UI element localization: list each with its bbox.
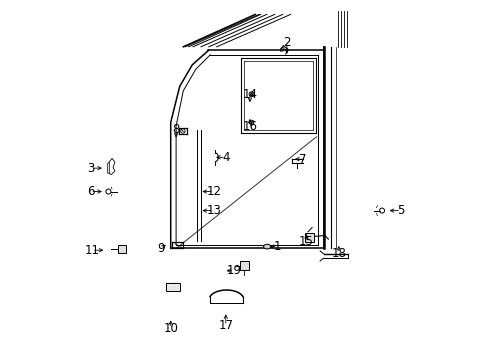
Text: 17: 17 [218,319,233,332]
Text: 15: 15 [298,235,313,248]
Text: 1: 1 [273,240,281,253]
Bar [118,245,125,253]
Bar [305,233,313,242]
Text: 10: 10 [163,322,178,335]
Text: 7: 7 [299,153,306,166]
Text: 19: 19 [226,264,242,277]
Text: 12: 12 [206,185,221,198]
Text: 11: 11 [84,244,99,257]
Text: 8: 8 [172,123,180,136]
Text: 18: 18 [331,247,346,260]
Circle shape [249,92,254,97]
Text: 16: 16 [242,120,257,133]
Text: 2: 2 [283,36,290,49]
Text: 6: 6 [86,185,94,198]
Text: 3: 3 [86,162,94,175]
Circle shape [249,120,253,125]
Text: 4: 4 [222,151,229,164]
Text: 5: 5 [397,204,404,217]
Ellipse shape [263,244,270,249]
Bar [240,261,249,270]
Text: 14: 14 [242,88,257,101]
Text: 9: 9 [157,242,164,255]
Text: 13: 13 [206,204,221,217]
FancyBboxPatch shape [166,283,180,291]
